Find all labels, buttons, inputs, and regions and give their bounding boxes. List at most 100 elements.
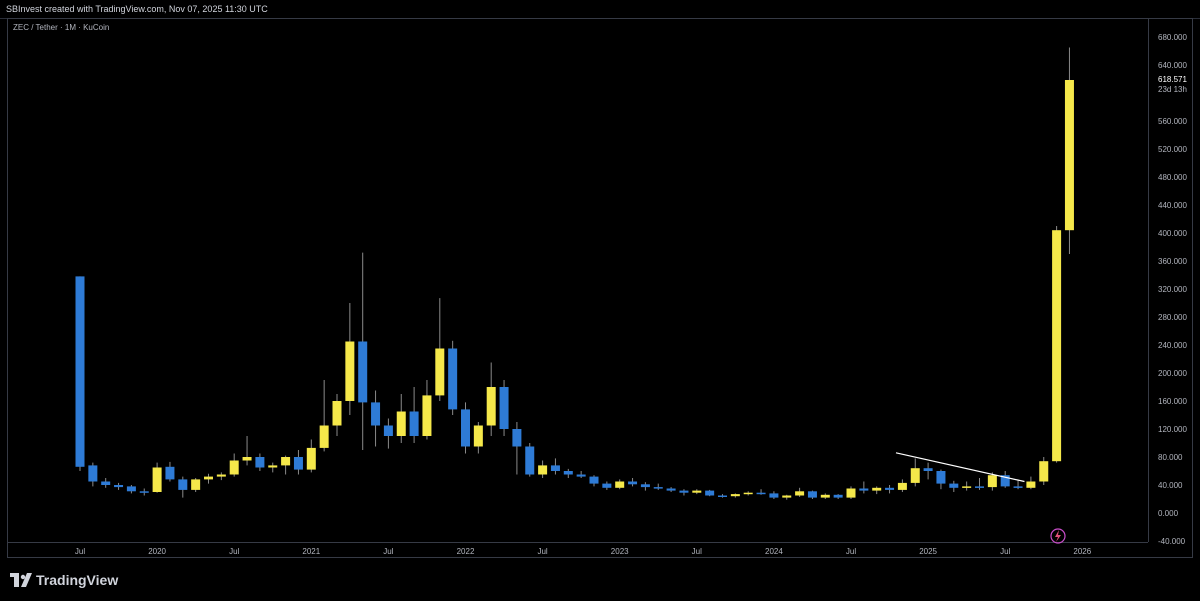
trendline bbox=[895, 452, 1025, 483]
lightning-bolt-icon bbox=[1055, 530, 1061, 542]
candle-body bbox=[1000, 475, 1010, 487]
countdown-label: 23d 13h bbox=[1158, 85, 1187, 94]
candle-body bbox=[615, 481, 625, 488]
candle-body bbox=[949, 483, 959, 488]
candle-body bbox=[653, 487, 663, 489]
candle-body bbox=[885, 487, 895, 490]
y-tick-label: 240.000 bbox=[1158, 341, 1187, 350]
chart-frame[interactable] bbox=[7, 18, 1193, 558]
candle-body bbox=[499, 387, 509, 429]
x-tick-label: 2023 bbox=[611, 547, 629, 556]
candle-body bbox=[975, 486, 984, 488]
header-text: SBInvest created with TradingView.com, N… bbox=[6, 4, 268, 14]
candle-body bbox=[229, 460, 239, 475]
time-axis[interactable] bbox=[7, 542, 1148, 559]
candle-body bbox=[872, 487, 882, 491]
y-tick-label: 520.000 bbox=[1158, 145, 1187, 154]
y-tick-label: 560.000 bbox=[1158, 117, 1187, 126]
candle-body bbox=[461, 409, 470, 447]
candle-body bbox=[332, 401, 342, 426]
y-tick-label: 320.000 bbox=[1158, 285, 1187, 294]
symbol-label: ZEC / Tether · 1M · KuCoin bbox=[13, 23, 110, 32]
candle-body bbox=[396, 411, 406, 436]
candle-body bbox=[718, 495, 727, 497]
candle-body bbox=[319, 425, 329, 448]
candle-body bbox=[525, 446, 535, 475]
candle-body bbox=[563, 471, 573, 475]
candle-body bbox=[756, 492, 766, 495]
candle-body bbox=[255, 457, 265, 468]
x-tick-label: Jul bbox=[537, 547, 547, 556]
y-tick-label: 280.000 bbox=[1158, 313, 1187, 322]
candle-body bbox=[795, 491, 805, 496]
x-tick-label: 2025 bbox=[919, 547, 937, 556]
candle-body bbox=[345, 341, 355, 401]
x-tick-label: Jul bbox=[1000, 547, 1010, 556]
candle-body bbox=[165, 466, 175, 480]
candle-body bbox=[538, 465, 548, 475]
candle-body bbox=[306, 447, 316, 470]
candle-body bbox=[910, 468, 920, 483]
candle-body bbox=[114, 485, 124, 488]
candle-body bbox=[576, 474, 586, 477]
y-tick-label: 200.000 bbox=[1158, 369, 1187, 378]
candle-body bbox=[833, 494, 843, 498]
candle-body bbox=[1026, 481, 1036, 488]
candle-body bbox=[1064, 80, 1074, 231]
chart-canvas[interactable]: -40.000 0.000 40.000 80.000 120.000 160.000 20… bbox=[0, 0, 1200, 560]
candle-body bbox=[897, 482, 907, 490]
candle-body bbox=[75, 276, 85, 467]
candle-body bbox=[782, 495, 792, 498]
candle-body bbox=[293, 457, 303, 470]
candle-body bbox=[1052, 230, 1062, 462]
y-tick-label: 0.000 bbox=[1158, 509, 1179, 518]
candle-body bbox=[987, 475, 997, 488]
y-tick-label: 120.000 bbox=[1158, 425, 1187, 434]
candle-body bbox=[705, 490, 715, 496]
candle-body bbox=[692, 490, 702, 493]
candle-body bbox=[152, 467, 162, 492]
y-tick-label: 160.000 bbox=[1158, 397, 1187, 406]
candle-body bbox=[859, 488, 869, 491]
y-tick-label: 440.000 bbox=[1158, 201, 1187, 210]
y-tick-label: 80.000 bbox=[1158, 453, 1183, 462]
candle-body bbox=[640, 484, 650, 488]
candle-body bbox=[936, 471, 946, 484]
candle-body bbox=[281, 457, 291, 466]
last-price-label: 618.571 bbox=[1158, 75, 1187, 84]
candle-body bbox=[242, 457, 252, 461]
x-tick-label: Jul bbox=[383, 547, 393, 556]
candle-body bbox=[204, 476, 213, 480]
candle-body bbox=[1013, 486, 1023, 488]
candle-body bbox=[371, 402, 381, 426]
candle-body bbox=[383, 425, 393, 436]
x-tick-label: 2022 bbox=[457, 547, 475, 556]
price-axis[interactable] bbox=[1148, 18, 1194, 542]
candle-body bbox=[602, 483, 612, 488]
y-tick-label: 640.000 bbox=[1158, 61, 1187, 70]
y-tick-label: 400.000 bbox=[1158, 229, 1187, 238]
tradingview-logo: TradingView bbox=[10, 572, 118, 588]
tradingview-logo-icon bbox=[10, 573, 32, 587]
candle-body bbox=[435, 348, 445, 396]
y-tick-label: 480.000 bbox=[1158, 173, 1187, 182]
candle-body bbox=[923, 468, 933, 471]
candle-body bbox=[422, 395, 432, 436]
candle-body bbox=[88, 465, 98, 482]
candle-body bbox=[512, 429, 522, 447]
candle-body bbox=[268, 465, 278, 468]
tradingview-logo-text: TradingView bbox=[36, 572, 119, 588]
candle-body bbox=[589, 476, 599, 484]
x-tick-label: 2024 bbox=[765, 547, 783, 556]
candle-body bbox=[550, 465, 560, 471]
candle-body bbox=[409, 411, 419, 436]
candle-body bbox=[962, 486, 972, 488]
x-tick-label: Jul bbox=[692, 547, 702, 556]
x-tick-label: Jul bbox=[846, 547, 856, 556]
candle-body bbox=[666, 488, 676, 491]
candle-body bbox=[126, 486, 136, 492]
candle-body bbox=[769, 493, 779, 498]
candle-body bbox=[628, 481, 638, 485]
lightning-icon bbox=[1050, 528, 1066, 544]
candle-body bbox=[846, 488, 856, 498]
